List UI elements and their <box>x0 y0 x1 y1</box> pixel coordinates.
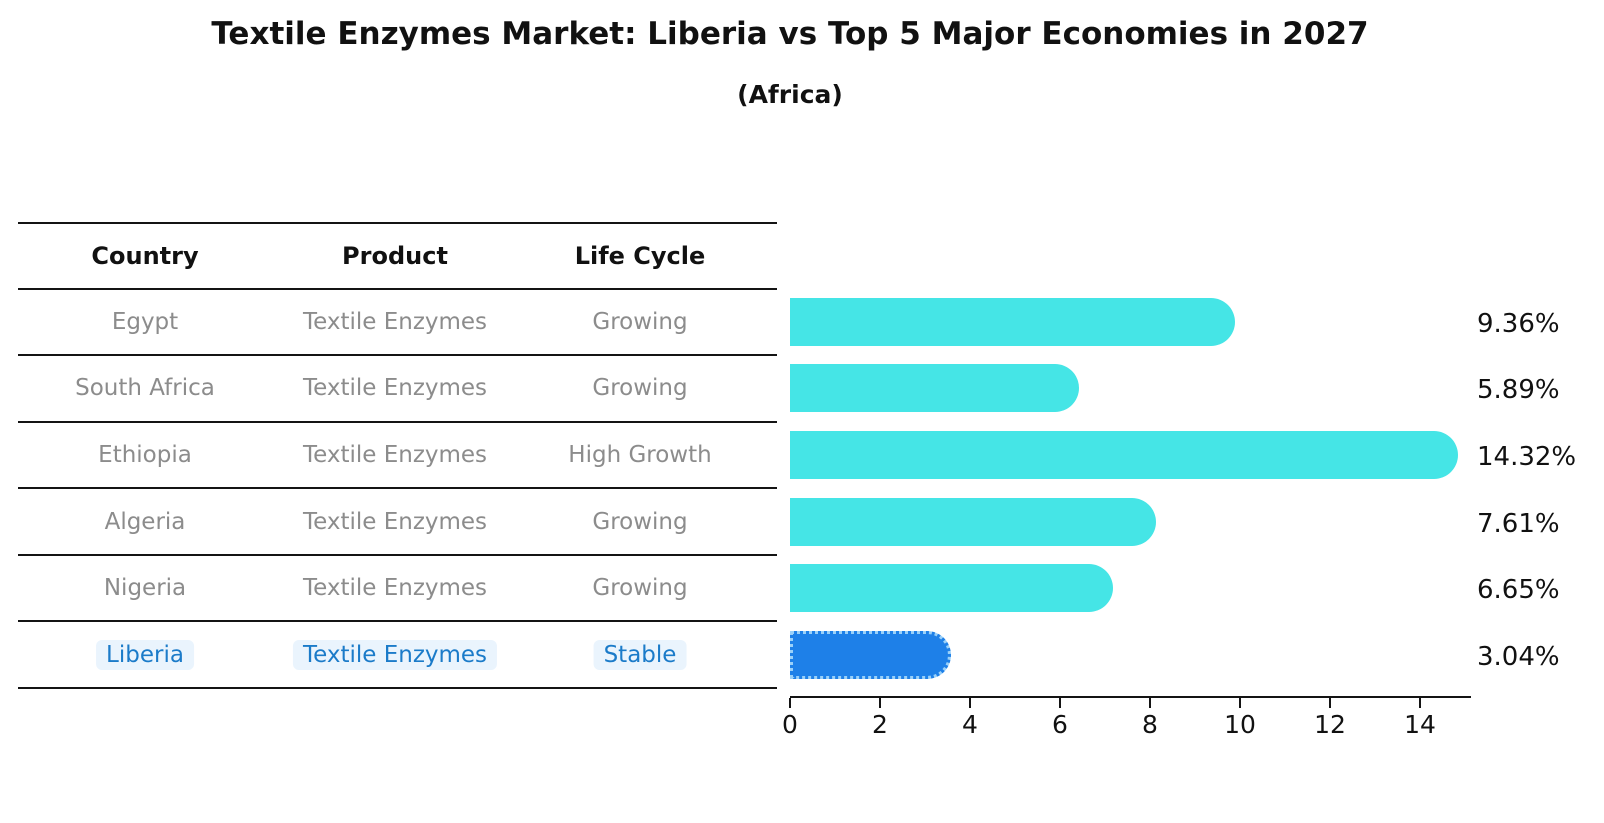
x-tick-label: 0 <box>782 710 798 739</box>
table-cell-life-cycle: Growing <box>592 575 688 601</box>
bar <box>790 431 1459 479</box>
x-tick-mark <box>1059 698 1061 708</box>
value-label: 5.89% <box>1477 375 1560 405</box>
table-line <box>18 687 777 689</box>
table-cell-country: South Africa <box>75 375 215 401</box>
bar <box>790 564 1114 612</box>
table-cell-product: Textile Enzymes <box>302 508 488 535</box>
value-label: 9.36% <box>1477 309 1560 339</box>
value-label: 6.65% <box>1477 575 1560 605</box>
x-tick-mark <box>789 698 791 708</box>
table-cell-product: Textile Enzymes <box>292 639 498 670</box>
table-line <box>18 620 777 622</box>
bar <box>790 497 1157 546</box>
value-label: 7.61% <box>1477 508 1560 539</box>
table-cell-country: Nigeria <box>103 575 187 601</box>
table-cell-product: Textile Enzymes <box>302 442 488 468</box>
table-column-header: Life Cycle <box>574 242 706 270</box>
x-tick-mark <box>1419 698 1421 708</box>
bar-highlighted <box>790 630 951 679</box>
x-tick-label: 8 <box>1142 710 1158 739</box>
x-tick-label: 14 <box>1404 710 1436 739</box>
table-cell-life-cycle: Growing <box>592 375 688 401</box>
x-tick-mark <box>1149 698 1151 708</box>
table-line <box>18 222 777 224</box>
table-cell-country: Ethiopia <box>98 442 192 468</box>
table-cell-product: Textile Enzymes <box>302 309 488 335</box>
chart-subtitle: (Africa) <box>737 80 843 109</box>
x-tick-label: 12 <box>1314 710 1346 739</box>
table-line <box>18 487 777 489</box>
table-cell-country: Egypt <box>111 309 179 335</box>
chart-title: Textile Enzymes Market: Liberia vs Top 5… <box>211 16 1369 52</box>
table-cell-life-cycle: Growing <box>592 309 688 335</box>
x-tick-label: 4 <box>962 710 978 739</box>
table-column-header: Product <box>342 242 448 270</box>
table-cell-product: Textile Enzymes <box>302 575 488 601</box>
x-tick-label: 2 <box>872 710 888 739</box>
table-cell-life-cycle: Growing <box>592 508 688 535</box>
x-tick-mark <box>1329 698 1331 708</box>
table-line <box>18 554 777 556</box>
x-axis-line <box>790 696 1471 698</box>
table-cell-product: Textile Enzymes <box>302 375 488 401</box>
value-label: 3.04% <box>1477 641 1560 672</box>
x-tick-label: 10 <box>1224 710 1256 739</box>
table-line <box>18 354 777 356</box>
x-tick-label: 6 <box>1052 710 1068 739</box>
table-cell-life-cycle: Stable <box>593 639 687 670</box>
x-tick-mark <box>879 698 881 708</box>
table-line <box>18 421 777 423</box>
table-column-header: Country <box>91 242 199 270</box>
table-line <box>18 288 777 290</box>
bar <box>790 364 1080 412</box>
table-cell-country: Liberia <box>96 639 194 670</box>
table-cell-country: Algeria <box>104 508 186 535</box>
value-label: 14.32% <box>1477 442 1577 472</box>
x-tick-mark <box>969 698 971 708</box>
bar <box>790 298 1236 346</box>
table-cell-life-cycle: High Growth <box>568 442 712 468</box>
x-tick-mark <box>1239 698 1241 708</box>
